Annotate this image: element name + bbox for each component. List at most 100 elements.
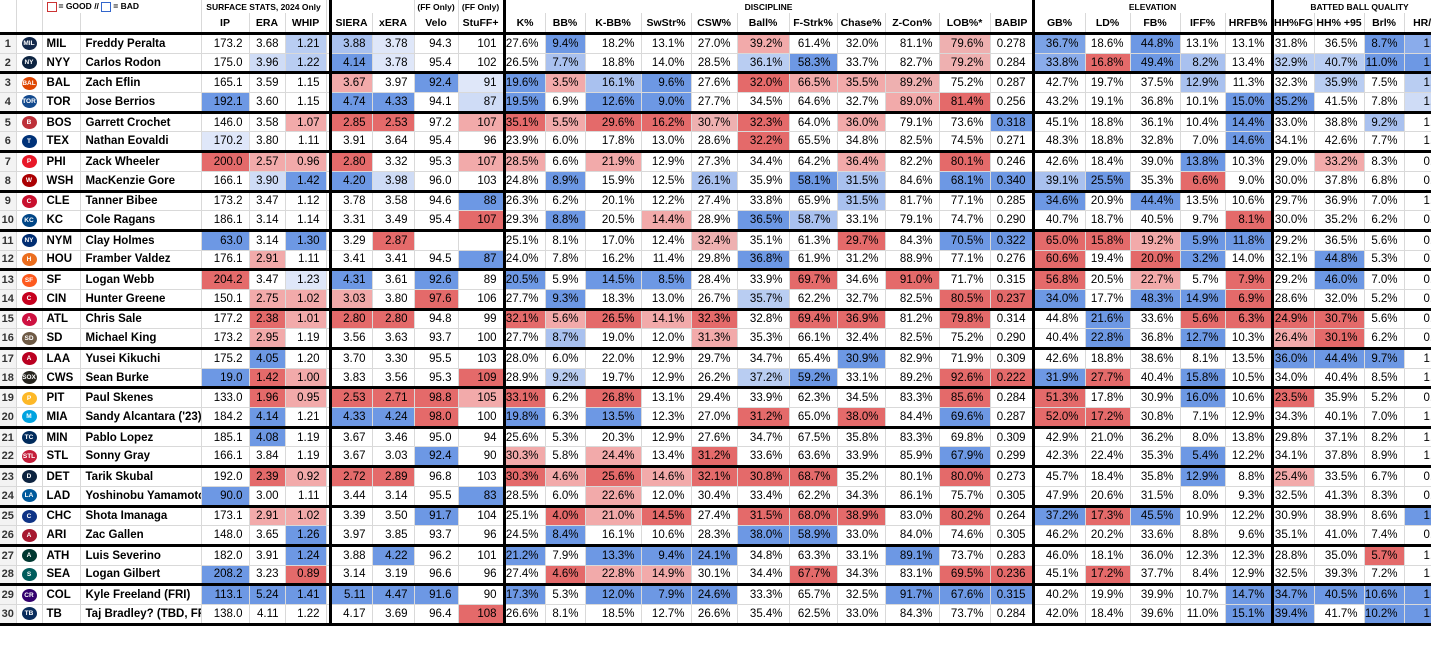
stat-cell[interactable]: 63.6%: [789, 446, 838, 469]
stat-cell[interactable]: 0.222: [990, 368, 1034, 390]
stat-cell[interactable]: 18.4%: [1085, 466, 1131, 487]
row-number[interactable]: 22: [0, 446, 17, 469]
stat-cell[interactable]: 48.3%: [1031, 131, 1086, 154]
stat-cell[interactable]: 20.9%: [1085, 191, 1131, 212]
stat-cell[interactable]: 58.9%: [789, 525, 838, 547]
stat-cell[interactable]: 36.2%: [1130, 427, 1181, 448]
stat-cell[interactable]: 21.9%: [585, 151, 642, 172]
stat-cell[interactable]: 29.0%: [1270, 151, 1315, 172]
stat-cell[interactable]: 32.1%: [691, 466, 738, 487]
row-number[interactable]: 26: [0, 525, 17, 547]
stat-cell[interactable]: 4.33: [372, 92, 415, 114]
stat-cell[interactable]: 1.1: [1404, 191, 1431, 212]
stat-cell[interactable]: 67.6%: [939, 584, 991, 605]
col-header-hh-fg[interactable]: HH%FG: [1270, 13, 1315, 35]
stat-cell[interactable]: 16.2%: [641, 112, 692, 133]
stat-cell[interactable]: 0.315: [990, 269, 1034, 290]
stat-cell[interactable]: 1.8: [1404, 584, 1431, 605]
stat-cell[interactable]: 36.1%: [737, 53, 790, 75]
stat-cell[interactable]: 29.7%: [1270, 191, 1315, 212]
stat-cell[interactable]: 27.6%: [691, 427, 738, 448]
stat-cell[interactable]: 39.3%: [1314, 565, 1365, 587]
stat-cell[interactable]: 3.14: [372, 486, 415, 508]
col-header-k-bb-[interactable]: K-BB%: [585, 13, 642, 35]
stat-cell[interactable]: 0.5: [1404, 269, 1431, 290]
stat-cell[interactable]: 26.1%: [691, 171, 738, 193]
row-number[interactable]: 12: [0, 250, 17, 272]
col-header-ip[interactable]: IP: [201, 13, 250, 35]
stat-cell[interactable]: 8.5%: [641, 269, 692, 290]
row-number[interactable]: 15: [0, 309, 17, 330]
stat-cell[interactable]: 12.0%: [641, 486, 692, 508]
stat-cell[interactable]: 29.4%: [691, 387, 738, 409]
stat-cell[interactable]: 1.15: [285, 92, 327, 114]
stat-cell[interactable]: 5.8%: [545, 446, 586, 469]
stat-cell[interactable]: 38.6%: [1130, 348, 1181, 369]
stat-cell[interactable]: 1.22: [285, 53, 327, 75]
col-header-era[interactable]: ERA: [249, 13, 286, 35]
stat-cell[interactable]: 33.1%: [837, 545, 886, 566]
stat-cell[interactable]: 35.4%: [737, 604, 790, 626]
stat-cell[interactable]: 96: [458, 565, 505, 587]
stat-cell[interactable]: 83.3%: [885, 427, 940, 448]
stat-cell[interactable]: 30.3%: [502, 446, 546, 469]
stat-cell[interactable]: 113.1: [201, 584, 250, 605]
stat-cell[interactable]: 22.4%: [1085, 446, 1131, 469]
pitcher-name[interactable]: Yusei Kikuchi: [80, 348, 202, 369]
stat-cell[interactable]: 41.5%: [1314, 92, 1365, 114]
stat-cell[interactable]: 28.0%: [502, 348, 546, 369]
row-number[interactable]: 6: [0, 131, 17, 154]
stat-cell[interactable]: 2.72: [328, 466, 373, 487]
stat-cell[interactable]: 37.7%: [1130, 565, 1181, 587]
stat-cell[interactable]: 96.4: [414, 604, 459, 626]
stat-cell[interactable]: 9.2%: [545, 368, 586, 390]
stat-cell[interactable]: 35.3%: [1130, 171, 1181, 193]
stat-cell[interactable]: 3.39: [328, 506, 373, 527]
stat-cell[interactable]: 1.07: [285, 112, 327, 133]
stat-cell[interactable]: 30.1%: [691, 565, 738, 587]
stat-cell[interactable]: 17.3%: [1085, 506, 1131, 527]
stat-cell[interactable]: 34.7%: [1270, 584, 1315, 605]
stat-cell[interactable]: 49.4%: [1130, 53, 1181, 75]
stat-cell[interactable]: 36.5%: [737, 210, 790, 232]
stat-cell[interactable]: 7.4%: [1364, 525, 1405, 547]
stat-cell[interactable]: 0.92: [285, 466, 327, 487]
stat-cell[interactable]: 25.1%: [502, 230, 546, 251]
stat-cell[interactable]: 8.4%: [1180, 565, 1226, 587]
pitcher-name[interactable]: Framber Valdez: [80, 250, 202, 272]
stat-cell[interactable]: 82.5%: [885, 328, 940, 350]
stat-cell[interactable]: 1.0: [1404, 368, 1431, 390]
stat-cell[interactable]: 95.0: [414, 427, 459, 448]
stat-cell[interactable]: 82.2%: [885, 151, 940, 172]
stat-cell[interactable]: 40.4%: [1031, 328, 1086, 350]
stat-cell[interactable]: 34.8%: [737, 545, 790, 566]
stat-cell[interactable]: 21.0%: [1085, 427, 1131, 448]
stat-cell[interactable]: 97.6: [414, 289, 459, 311]
stat-cell[interactable]: 12.4%: [641, 230, 692, 251]
stat-cell[interactable]: 91.7%: [885, 584, 940, 605]
stat-cell[interactable]: 84.6%: [885, 171, 940, 193]
stat-cell[interactable]: 75.2%: [939, 72, 991, 94]
stat-cell[interactable]: 83.1%: [885, 565, 940, 587]
stat-cell[interactable]: 9.7%: [1364, 348, 1405, 369]
pitcher-name[interactable]: Sean Burke: [80, 368, 202, 390]
stat-cell[interactable]: 20.5%: [585, 210, 642, 232]
stat-cell[interactable]: 84.3%: [885, 604, 940, 626]
stat-cell[interactable]: 77.1%: [939, 250, 991, 272]
stat-cell[interactable]: 13.8%: [1225, 427, 1273, 448]
stat-cell[interactable]: 69.6%: [939, 407, 991, 429]
stat-cell[interactable]: 14.0%: [641, 53, 692, 75]
stat-cell[interactable]: 7.5%: [1364, 72, 1405, 94]
stat-cell[interactable]: 46.0%: [1031, 545, 1086, 566]
stat-cell[interactable]: 1.21: [285, 33, 327, 54]
stat-cell[interactable]: 1.4: [1404, 604, 1431, 626]
stat-cell[interactable]: 68.7%: [789, 466, 838, 487]
stat-cell[interactable]: 8.1%: [1180, 348, 1226, 369]
stat-cell[interactable]: 13.1%: [641, 33, 692, 54]
stat-cell[interactable]: 96.8: [414, 466, 459, 487]
stat-cell[interactable]: 34.3%: [837, 565, 886, 587]
stat-cell[interactable]: 22.7%: [1130, 269, 1181, 290]
stat-cell[interactable]: 79.1%: [885, 210, 940, 232]
stat-cell[interactable]: 0.8: [1404, 525, 1431, 547]
stat-cell[interactable]: 4.05: [249, 348, 286, 369]
